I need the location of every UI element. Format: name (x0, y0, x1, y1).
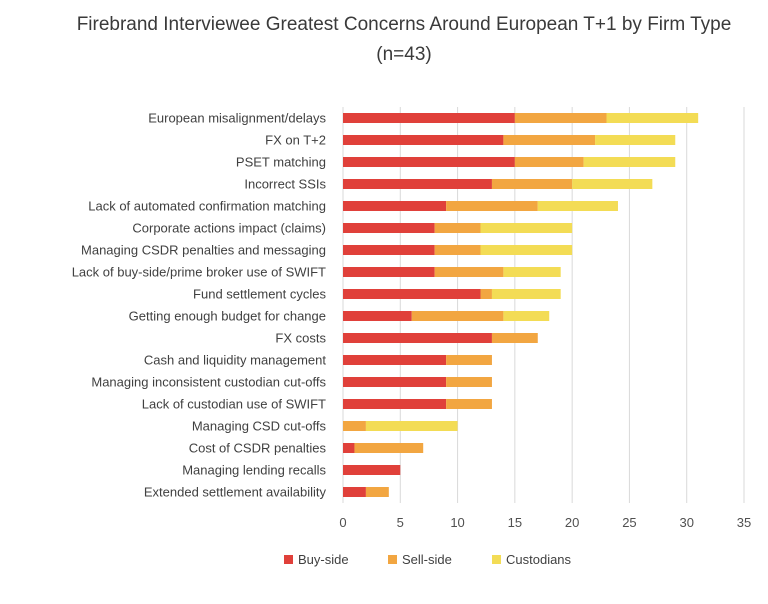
x-tick-label: 35 (737, 515, 751, 530)
category-label: Fund settlement cycles (193, 287, 326, 302)
bar-buy-side (343, 487, 366, 497)
bar-buy-side (343, 333, 492, 343)
bar-sell-side (480, 289, 492, 299)
bar-sell-side (491, 179, 573, 189)
bar-buy-side (343, 443, 355, 453)
bar-sell-side (354, 443, 424, 453)
bar-buy-side (343, 399, 447, 409)
legend-swatch (388, 555, 397, 564)
category-label: Managing CSDR penalties and messaging (81, 243, 326, 258)
bar-sell-side (491, 333, 538, 343)
chart-title: Firebrand Interviewee Greatest Concerns … (77, 14, 732, 35)
category-label: Cost of CSDR penalties (189, 441, 327, 456)
gridlines (342, 107, 745, 503)
x-tick-label: 25 (622, 515, 636, 530)
bar-sell-side (446, 399, 492, 409)
legend-swatch (492, 555, 501, 564)
bar-sell-side (434, 223, 481, 233)
bar-custodians (595, 135, 676, 145)
category-label: European misalignment/delays (148, 111, 326, 126)
bar-sell-side (434, 267, 504, 277)
x-tick-label: 20 (565, 515, 579, 530)
bar-custodians (480, 245, 573, 255)
bar-sell-side (343, 421, 366, 431)
bar-sell-side (514, 113, 607, 123)
x-tick-label: 0 (339, 515, 346, 530)
category-label: FX on T+2 (265, 133, 326, 148)
category-label: Lack of custodian use of SWIFT (142, 397, 326, 412)
legend: Buy-side Sell-side Custodians (284, 552, 572, 567)
x-tick-label: 5 (397, 515, 404, 530)
bar-buy-side (343, 465, 401, 475)
category-label: Managing inconsistent custodian cut-offs (91, 375, 326, 390)
bar-sell-side (411, 311, 504, 321)
bar-sell-side (503, 135, 596, 145)
category-label: Managing lending recalls (182, 463, 326, 478)
bar-sell-side (446, 377, 492, 387)
category-labels: European misalignment/delays FX on T+2 PSE… (72, 111, 327, 500)
category-label: Extended settlement availability (144, 485, 327, 500)
bar-custodians (365, 421, 458, 431)
bar-buy-side (343, 289, 481, 299)
bar-buy-side (343, 311, 412, 321)
category-label: Managing CSD cut-offs (192, 419, 327, 434)
bar-buy-side (343, 201, 447, 211)
bar-custodians (480, 223, 573, 233)
chart-subtitle: (n=43) (376, 44, 431, 65)
bar-buy-side (343, 179, 492, 189)
category-label: Incorrect SSIs (244, 177, 326, 192)
bar-custodians (583, 157, 676, 167)
bar-buy-side (343, 245, 435, 255)
bar-custodians (537, 201, 618, 211)
category-label: Cash and liquidity management (144, 353, 326, 368)
category-label: Lack of buy-side/prime broker use of SWI… (72, 265, 326, 280)
legend-label: Custodians (506, 552, 572, 567)
category-label: PSET matching (236, 155, 326, 170)
bars (343, 113, 699, 497)
bar-custodians (503, 267, 561, 277)
x-tick-label: 10 (450, 515, 464, 530)
x-tick-labels: 0 5 10 15 20 25 30 35 (339, 515, 751, 530)
bar-sell-side (446, 355, 492, 365)
category-label: Corporate actions impact (claims) (132, 221, 326, 236)
bar-custodians (503, 311, 550, 321)
bar-buy-side (343, 355, 447, 365)
bar-sell-side (434, 245, 481, 255)
bar-sell-side (446, 201, 538, 211)
category-label: FX costs (275, 331, 326, 346)
legend-label: Sell-side (402, 552, 452, 567)
legend-swatch (284, 555, 293, 564)
bar-sell-side (514, 157, 584, 167)
x-tick-label: 15 (508, 515, 522, 530)
bar-custodians (491, 289, 561, 299)
bar-custodians (606, 113, 699, 123)
legend-label: Buy-side (298, 552, 349, 567)
bar-buy-side (343, 113, 515, 123)
bar-buy-side (343, 135, 504, 145)
x-tick-label: 30 (679, 515, 693, 530)
bar-buy-side (343, 157, 515, 167)
bar-custodians (572, 179, 653, 189)
category-label: Getting enough budget for change (129, 309, 326, 324)
bar-buy-side (343, 223, 435, 233)
bar-buy-side (343, 377, 447, 387)
category-label: Lack of automated confirmation matching (88, 199, 326, 214)
bar-buy-side (343, 267, 435, 277)
bar-sell-side (365, 487, 389, 497)
